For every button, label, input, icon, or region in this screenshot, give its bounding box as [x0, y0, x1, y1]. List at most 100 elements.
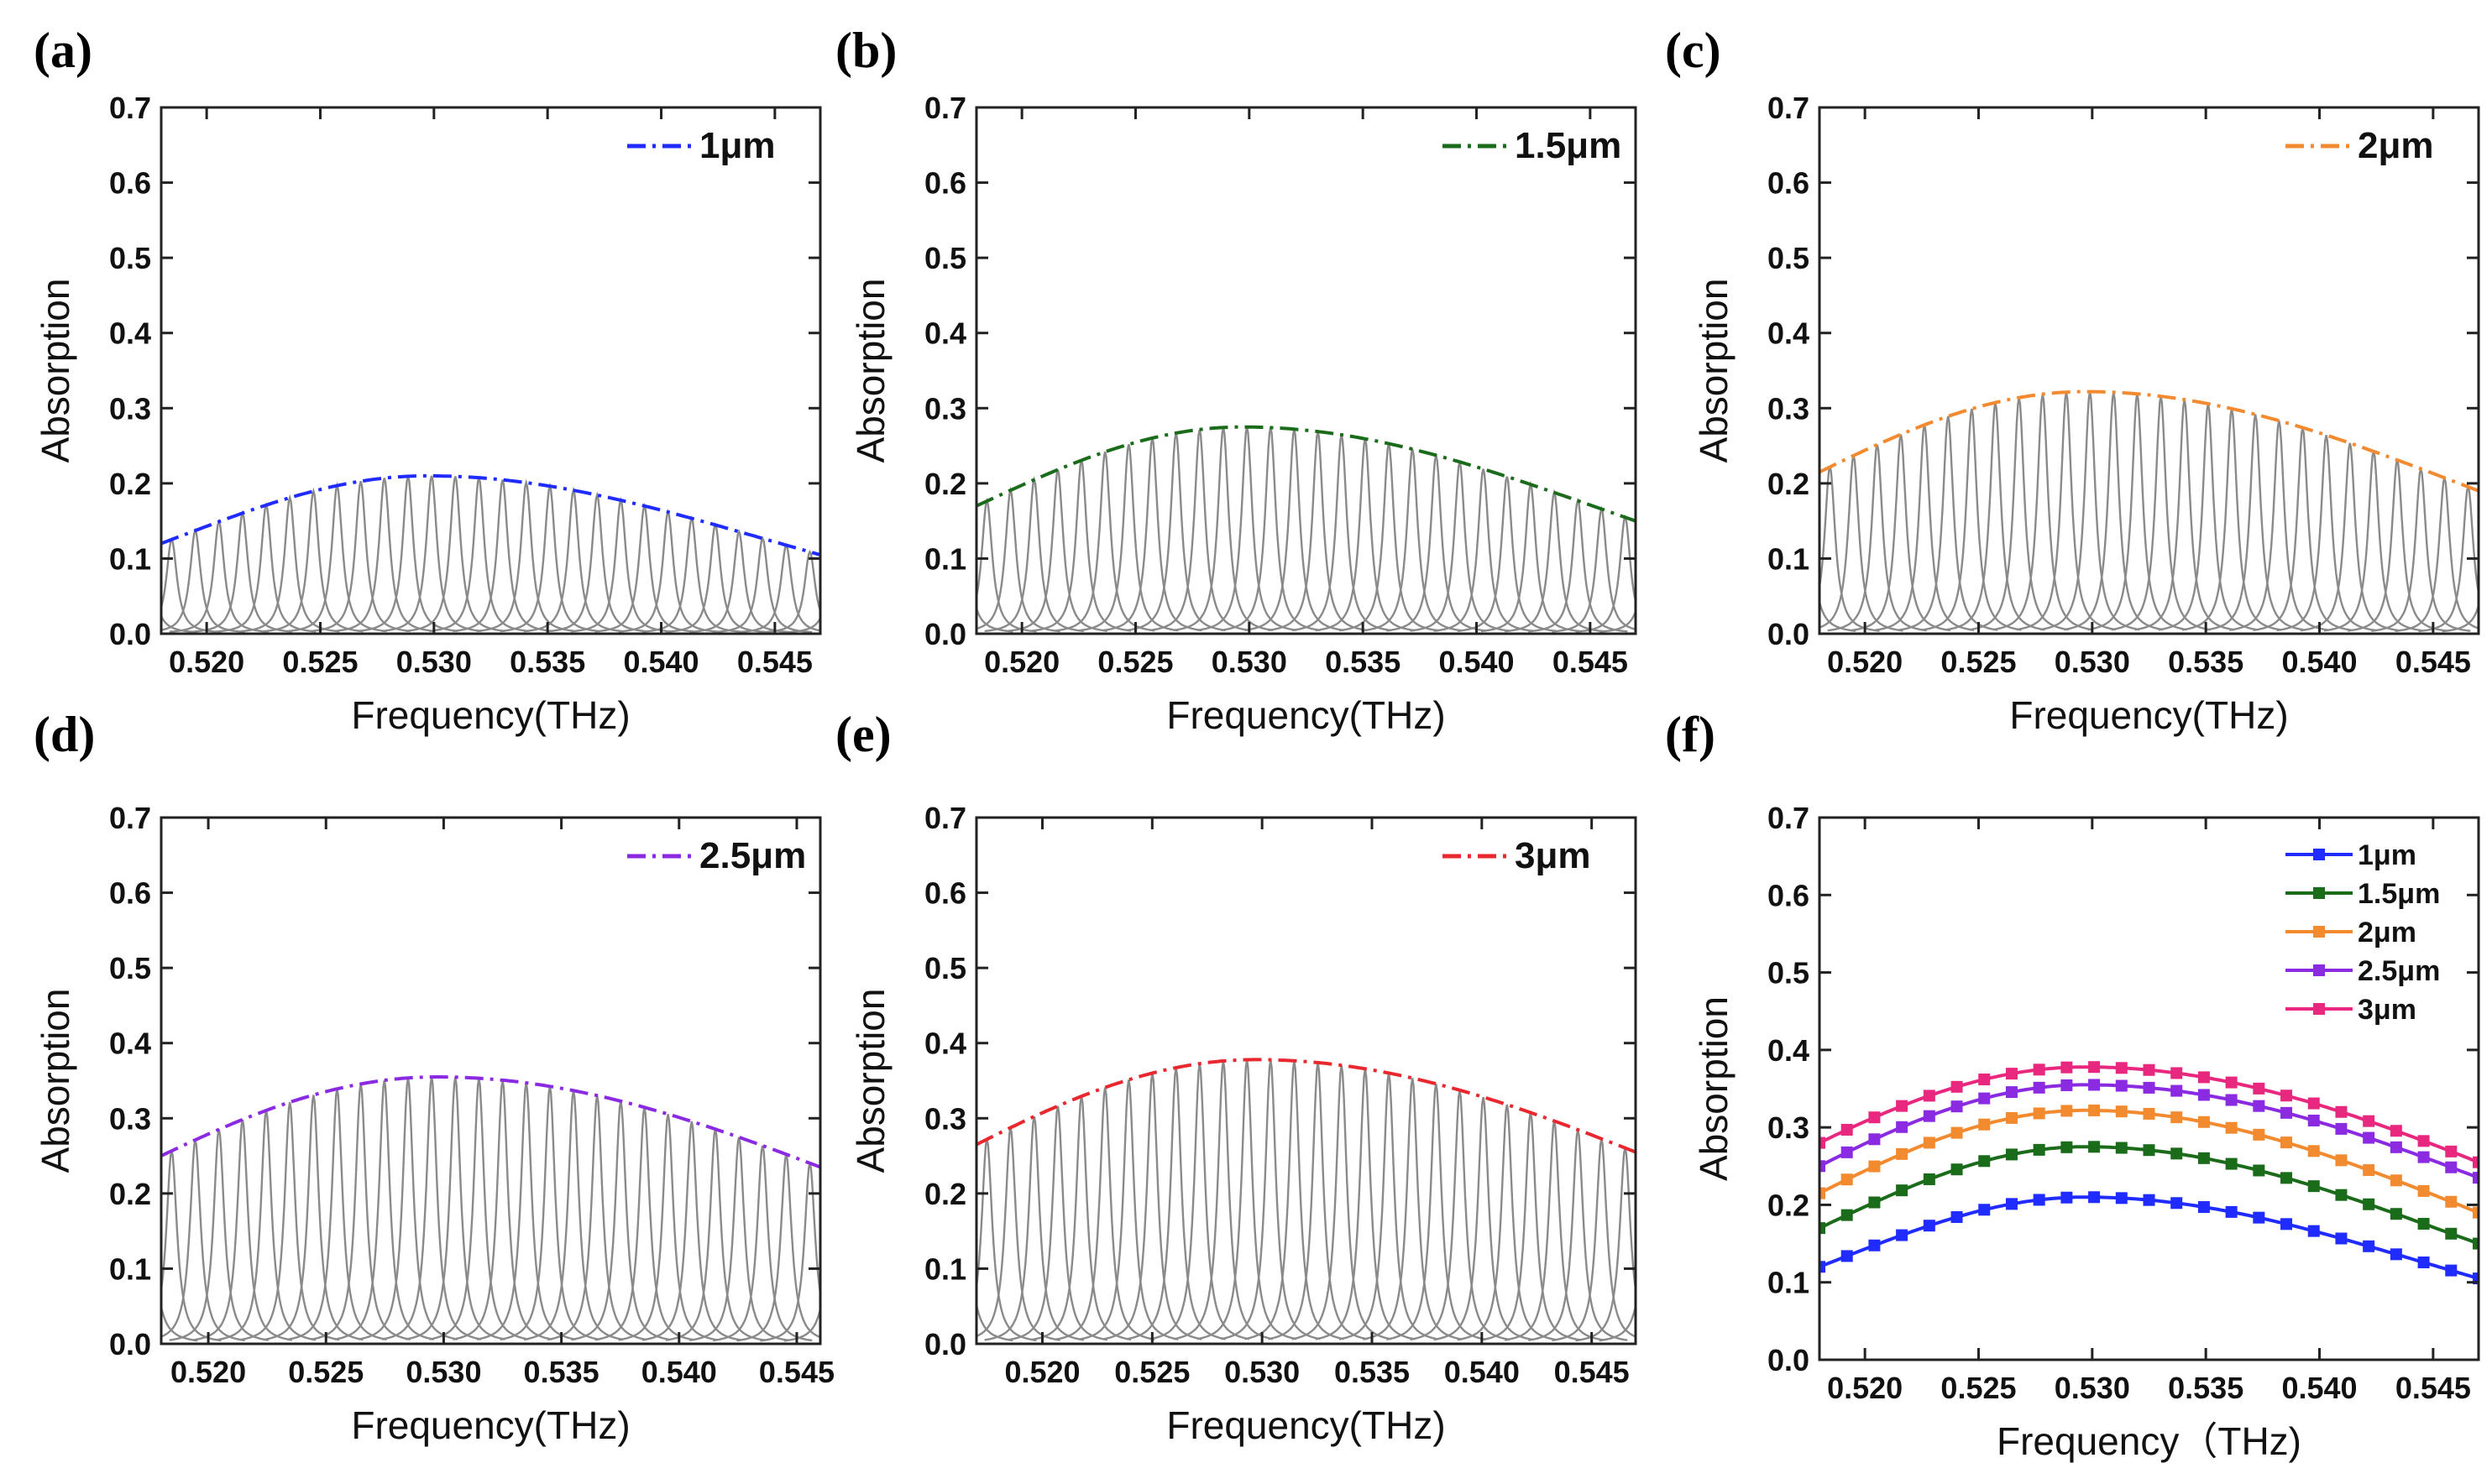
y-tick-label: 0.7 [1767, 91, 1809, 125]
y-tick-label: 0.4 [109, 316, 151, 351]
series-marker [2253, 1082, 2265, 1095]
plot-frame [160, 816, 822, 1346]
y-tick-label: 0.6 [924, 166, 966, 201]
component-curve [2039, 391, 2140, 631]
component-curve [2111, 395, 2211, 631]
y-tick-label: 0.1 [1767, 1266, 1809, 1300]
legend-marker [2313, 1003, 2325, 1015]
series-marker [2417, 1135, 2430, 1147]
component-curve [1386, 1084, 1486, 1340]
series-line-envelope [1819, 389, 2479, 493]
component-curves [161, 473, 820, 634]
series-marker [1819, 1261, 1825, 1273]
component-curve [429, 1078, 529, 1340]
series-marker [2390, 1248, 2402, 1261]
series-marker [1840, 1146, 1853, 1158]
component-curve [264, 487, 364, 633]
series-marker [2363, 1131, 2375, 1144]
x-tick-label: 0.525 [1114, 1355, 1190, 1389]
series-marker [2143, 1194, 2155, 1206]
series-marker [1950, 1080, 1963, 1093]
x-tick-label: 0.525 [288, 1355, 364, 1389]
x-tick-label: 0.540 [2281, 645, 2357, 679]
y-tick-label: 0.7 [924, 91, 966, 125]
component-curve [216, 1110, 317, 1341]
y-axis-title: Absorption [34, 279, 77, 463]
y-tick-label: 0.4 [1767, 316, 1809, 351]
y-tick-label: 0.2 [924, 1177, 966, 1211]
component-curve [2300, 442, 2400, 632]
x-tick-label: 0.545 [2395, 645, 2471, 679]
series-marker [2473, 1172, 2479, 1184]
y-tick-label: 0.3 [924, 391, 966, 426]
component-curve [381, 1076, 482, 1340]
y-axis-title: Absorption [1692, 996, 1736, 1181]
chart-panel-3: (c) 0.0 0.1 0.2 0.3 0.4 0.5 0.6 0.7 0.520 0.525 0.5… [1665, 23, 2480, 737]
series-marker [2170, 1147, 2183, 1160]
component-curve [264, 1095, 364, 1341]
x-tick-label: 0.545 [737, 645, 813, 679]
series-marker [2143, 1107, 2155, 1120]
y-tick-label: 0.6 [109, 876, 151, 911]
component-curve [2016, 392, 2117, 631]
series-marker [2005, 1111, 2018, 1124]
legend-label: 2μm [2358, 917, 2416, 948]
component-curve [2134, 399, 2234, 631]
series-marker [1978, 1092, 1991, 1105]
series-marker [2363, 1164, 2375, 1177]
chart-panel-1: (a) 0.0 0.1 0.2 0.3 0.4 0.5 0.6 0.7 0.520 0.525 0.5… [34, 23, 822, 737]
series-marker [2390, 1141, 2402, 1153]
y-axis-title: Absorption [1692, 279, 1736, 463]
y-tick-label: 0.5 [109, 241, 151, 275]
series-marker [2197, 1071, 2210, 1084]
series-marker [2005, 1068, 2018, 1080]
series-marker [2335, 1189, 2348, 1201]
series-marker [2005, 1086, 2018, 1099]
series-marker [2335, 1232, 2348, 1245]
component-curve [1504, 1121, 1605, 1341]
component-curve [453, 479, 552, 633]
component-curve [688, 1137, 789, 1341]
x-tick-label: 0.525 [1940, 1371, 2016, 1405]
series-marker [2253, 1164, 2265, 1177]
x-tick-label: 0.535 [524, 1355, 599, 1389]
y-tick-label: 0.2 [109, 1177, 151, 1211]
chart-panel-2: (b) 0.0 0.1 0.2 0.3 0.4 0.5 0.6 0.7 0.520 0.525 0.5… [835, 23, 1637, 737]
series-marker [2143, 1081, 2155, 1094]
series-marker [2088, 1079, 2101, 1091]
component-curve [1149, 1063, 1249, 1340]
component-curve [984, 1116, 1084, 1341]
series-marker [2363, 1198, 2375, 1210]
component-curve [594, 1107, 694, 1341]
series-group [1819, 1061, 2479, 1285]
component-curve [1268, 431, 1368, 632]
y-tick-label: 0.5 [924, 241, 966, 275]
series-marker [1896, 1100, 1908, 1112]
series-marker [2170, 1197, 2183, 1210]
component-curve [2253, 427, 2353, 631]
component-curve [1457, 1104, 1557, 1341]
component-curve [1363, 1078, 1463, 1340]
series-marker [1840, 1209, 1853, 1221]
component-curve [476, 1082, 576, 1340]
chart-panel-6: (f) 0.0 0.1 0.2 0.3 0.4 0.5 0.6 0.7 0.520 0.525 0.5… [1665, 707, 2480, 1463]
plot-frame [975, 816, 1637, 1346]
x-tick-label: 0.520 [1827, 1371, 1903, 1405]
legend-label: 2μm [2358, 125, 2434, 166]
component-curve [689, 529, 789, 634]
x-tick-label: 0.535 [1334, 1355, 1410, 1389]
component-curve [1874, 424, 1975, 631]
component-curve [571, 496, 671, 633]
component-curve [760, 549, 820, 634]
component-curve [760, 1163, 820, 1342]
series-marker [1868, 1111, 1881, 1124]
component-curve [500, 1086, 600, 1340]
component-curve [287, 481, 387, 633]
series-marker [2225, 1076, 2238, 1089]
component-curve [1992, 394, 2093, 631]
component-curve [1196, 426, 1297, 631]
x-tick-label: 0.540 [641, 1355, 717, 1389]
component-curves [976, 1058, 1636, 1342]
component-curve [2181, 408, 2282, 631]
series-marker [2417, 1256, 2430, 1268]
